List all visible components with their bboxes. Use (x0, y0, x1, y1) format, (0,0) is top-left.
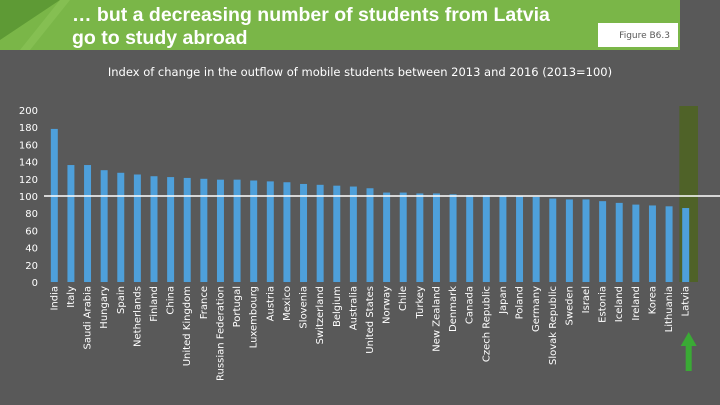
bar-netherlands (133, 174, 141, 282)
bar-mexico (283, 182, 291, 282)
bar-united-states (366, 188, 374, 282)
y-tick-label: 160 (19, 140, 38, 151)
bar-ireland (632, 204, 640, 282)
x-tick-label: Poland (515, 286, 526, 319)
x-tick-label: Germany (531, 286, 542, 332)
bar-switzerland (316, 184, 324, 282)
bar-israel (582, 199, 590, 282)
x-tick-label: Estonia (598, 286, 609, 323)
bar-united-kingdom (183, 177, 191, 282)
bar-germany (532, 196, 540, 282)
y-tick-label: 140 (19, 158, 38, 169)
header-banner: … but a decreasing number of students fr… (0, 0, 720, 50)
y-tick-label: 20 (25, 261, 38, 272)
x-tick-label: United Kingdom (182, 286, 193, 366)
page-title-line-2: go to study abroad (72, 27, 248, 49)
x-tick-label: Sweden (564, 286, 575, 326)
y-tick-label: 180 (19, 123, 38, 134)
x-tick-label: Saudi Arabia (83, 286, 94, 349)
bar-slovenia (300, 183, 308, 282)
header-shape (0, 0, 680, 50)
x-tick-label: Slovenia (299, 286, 310, 329)
bar-czech-republic (482, 195, 490, 282)
bar-portugal (233, 179, 241, 282)
bar-spain (117, 172, 125, 282)
bar-denmark (449, 194, 457, 282)
bar-chile (399, 192, 407, 282)
x-tick-label: Luxembourg (249, 286, 260, 348)
x-tick-label: Netherlands (132, 286, 143, 347)
bar-lithuania (665, 206, 673, 282)
bar-sweden (565, 199, 573, 282)
x-tick-label: Slovak Republic (548, 286, 559, 365)
x-tick-label: Chile (398, 286, 409, 311)
bar-poland (516, 196, 524, 282)
figure-label: Figure B6.3 (619, 31, 670, 41)
x-tick-label: Latvia (681, 286, 692, 316)
y-tick-label: 0 (32, 278, 38, 289)
bar-finland (150, 176, 158, 282)
x-tick-label: Austria (265, 286, 276, 321)
y-tick-label: 60 (25, 226, 38, 237)
bar-france (200, 178, 208, 282)
bar-russian-federation (216, 179, 224, 282)
x-tick-label: Korea (647, 286, 658, 314)
x-tick-label: Israel (581, 286, 592, 313)
x-tick-label: Czech Republic (481, 286, 492, 362)
page-title-line-1: … but a decreasing number of students fr… (72, 4, 550, 26)
x-tick-label: New Zealand (431, 286, 442, 352)
x-tick-label: Canada (465, 286, 476, 324)
bar-australia (349, 186, 357, 282)
bar-saudi-arabia (84, 165, 92, 282)
x-tick-label: Mexico (282, 286, 293, 321)
x-tick-label: Japan (498, 286, 509, 315)
x-tick-label: Ireland (631, 286, 642, 321)
y-tick-label: 100 (19, 192, 38, 203)
x-tick-label: Finland (149, 286, 160, 322)
x-tick-label: Lithuania (664, 286, 675, 332)
x-tick-label: China (166, 286, 177, 315)
bar-italy (67, 165, 75, 282)
bar-japan (499, 196, 507, 282)
x-tick-label: Spain (116, 286, 127, 314)
x-tick-label: Iceland (614, 286, 625, 322)
bar-korea (648, 205, 656, 282)
bar-china (167, 177, 175, 282)
x-tick-label: India (49, 286, 60, 311)
y-tick-label: 200 (19, 106, 38, 117)
x-tick-label: Belgium (332, 286, 343, 327)
x-tick-label: Hungary (99, 286, 110, 329)
bar-turkey (416, 193, 424, 282)
x-tick-label: Portugal (232, 286, 243, 327)
y-tick-label: 120 (19, 175, 38, 186)
bar-iceland (615, 202, 623, 282)
x-tick-label: Italy (66, 286, 77, 308)
y-tick-label: 80 (25, 209, 38, 220)
bar-new-zealand (432, 193, 440, 282)
x-tick-label: Australia (348, 286, 359, 330)
x-tick-label: Turkey (415, 286, 426, 320)
bar-canada (466, 195, 474, 282)
bar-slovak-republic (549, 198, 557, 282)
x-tick-label: France (199, 286, 210, 319)
bar-latvia (682, 208, 690, 282)
x-tick-label: Denmark (448, 286, 459, 332)
chart-title: Index of change in the outflow of mobile… (107, 65, 613, 79)
x-tick-label: United States (365, 286, 376, 354)
bar-belgium (333, 185, 341, 282)
y-tick-label: 40 (25, 244, 38, 255)
bar-norway (383, 192, 391, 282)
x-tick-label: Norway (382, 286, 393, 324)
bar-hungary (100, 170, 108, 282)
bar-austria (266, 181, 274, 282)
bar-india (50, 128, 58, 282)
x-tick-label: Switzerland (315, 286, 326, 344)
x-tick-label: Russian Federation (215, 286, 226, 381)
up-arrow-icon (680, 332, 697, 371)
bar-estonia (599, 201, 607, 282)
bar-luxembourg (250, 180, 258, 282)
